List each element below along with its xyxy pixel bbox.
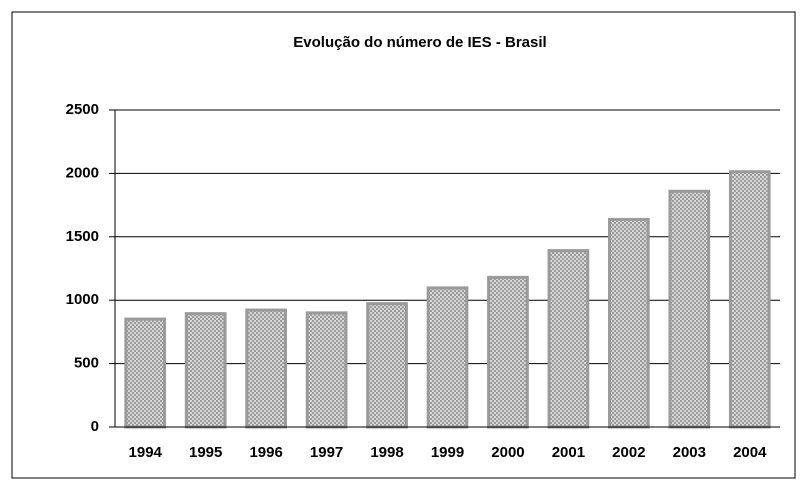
y-tick-label: 500 — [74, 355, 99, 372]
x-tick-label: 1998 — [370, 444, 403, 461]
x-tick-label: 1996 — [249, 444, 282, 461]
y-tick-label: 0 — [91, 418, 99, 435]
bar — [547, 249, 590, 429]
x-tick-label: 1995 — [189, 444, 222, 461]
x-tick-label: 1997 — [310, 444, 343, 461]
bar — [426, 286, 469, 429]
bar — [487, 275, 529, 429]
bar — [245, 308, 287, 429]
x-tick-label: 2004 — [733, 444, 767, 461]
x-tick-label: 2003 — [673, 444, 706, 461]
bar — [305, 311, 348, 429]
bar — [184, 312, 227, 429]
bar — [608, 217, 650, 429]
x-tick-label: 2001 — [552, 444, 585, 461]
y-tick-label: 2000 — [66, 164, 99, 181]
bar — [668, 189, 711, 429]
x-tick-label: 1994 — [129, 444, 163, 461]
bar — [728, 170, 771, 429]
y-tick-label: 1500 — [66, 228, 99, 245]
y-tick-label: 1000 — [66, 291, 99, 308]
x-tick-label: 1999 — [431, 444, 464, 461]
y-tick-label: 2500 — [66, 101, 99, 118]
bar — [366, 302, 408, 429]
chart-title: Evolução do número de IES - Brasil — [293, 34, 546, 51]
x-tick-label: 2002 — [612, 444, 645, 461]
x-tick-label: 2000 — [491, 444, 524, 461]
bar — [124, 317, 167, 429]
